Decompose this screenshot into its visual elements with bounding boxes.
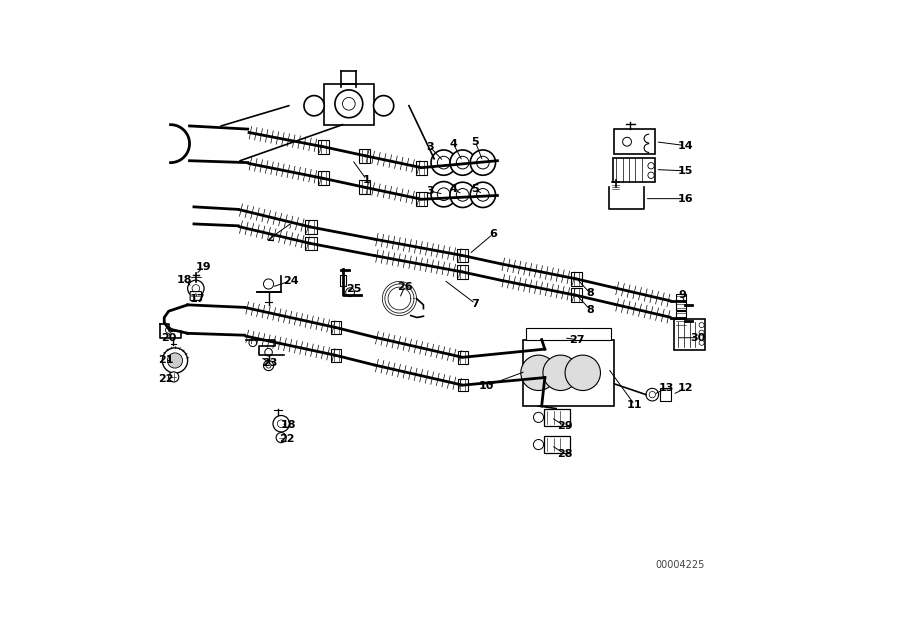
- Bar: [305, 220, 317, 234]
- Circle shape: [168, 372, 179, 382]
- Text: 16: 16: [678, 194, 693, 204]
- Text: 8: 8: [587, 288, 594, 298]
- Bar: [660, 389, 671, 401]
- Text: 00004225: 00004225: [655, 560, 705, 570]
- Text: 8: 8: [587, 305, 594, 315]
- Text: 1: 1: [363, 175, 371, 185]
- Bar: [676, 294, 686, 310]
- Circle shape: [543, 355, 579, 391]
- Circle shape: [264, 361, 274, 371]
- Bar: [457, 379, 468, 391]
- Text: 25: 25: [346, 284, 362, 294]
- Circle shape: [162, 348, 187, 373]
- Text: 22: 22: [158, 374, 173, 384]
- Text: 3: 3: [426, 142, 434, 152]
- Circle shape: [521, 355, 556, 391]
- Bar: [416, 192, 428, 206]
- Bar: [615, 129, 655, 154]
- Text: 4: 4: [449, 138, 457, 149]
- Text: 11: 11: [627, 400, 643, 410]
- Bar: [331, 321, 341, 334]
- Text: 5: 5: [472, 137, 479, 147]
- Circle shape: [534, 439, 544, 450]
- Text: 28: 28: [557, 449, 572, 459]
- Bar: [526, 328, 611, 340]
- Circle shape: [304, 96, 324, 116]
- Bar: [305, 237, 317, 250]
- Text: 21: 21: [158, 356, 173, 366]
- Bar: [457, 248, 468, 262]
- Circle shape: [534, 412, 544, 422]
- Bar: [318, 171, 329, 185]
- Bar: [340, 274, 346, 286]
- Circle shape: [187, 280, 204, 297]
- Circle shape: [335, 90, 363, 117]
- Circle shape: [470, 182, 496, 208]
- Circle shape: [167, 353, 183, 368]
- Bar: [544, 408, 570, 426]
- Text: 27: 27: [569, 335, 584, 345]
- Circle shape: [431, 150, 456, 175]
- Text: 26: 26: [397, 282, 412, 292]
- Text: 30: 30: [690, 333, 706, 343]
- Bar: [613, 157, 655, 182]
- Text: 15: 15: [678, 166, 693, 176]
- Circle shape: [470, 150, 496, 175]
- Bar: [324, 84, 374, 124]
- Bar: [676, 311, 686, 326]
- Text: 5: 5: [472, 184, 479, 194]
- Bar: [571, 288, 582, 302]
- Circle shape: [276, 432, 286, 443]
- Bar: [416, 161, 428, 175]
- Text: 3: 3: [426, 186, 434, 196]
- Text: 18: 18: [281, 420, 296, 430]
- Text: 4: 4: [449, 184, 457, 194]
- Bar: [318, 140, 329, 154]
- Bar: [523, 340, 615, 406]
- Text: 24: 24: [283, 276, 299, 286]
- Text: 10: 10: [479, 381, 494, 391]
- Text: 20: 20: [161, 333, 176, 343]
- Text: 22: 22: [279, 434, 294, 444]
- Text: 14: 14: [678, 140, 693, 150]
- Bar: [544, 436, 570, 453]
- Bar: [674, 319, 705, 351]
- Bar: [331, 349, 341, 362]
- Text: 29: 29: [557, 421, 573, 431]
- Circle shape: [431, 182, 456, 207]
- Bar: [359, 149, 370, 163]
- Text: 18: 18: [176, 274, 193, 284]
- Text: 17: 17: [189, 293, 205, 304]
- Text: 7: 7: [472, 298, 479, 309]
- Bar: [359, 180, 370, 194]
- Text: 13: 13: [659, 384, 674, 393]
- Bar: [457, 265, 468, 279]
- Text: 9: 9: [678, 290, 686, 300]
- Circle shape: [450, 182, 475, 208]
- Circle shape: [450, 150, 475, 175]
- Text: 19: 19: [195, 262, 212, 272]
- Circle shape: [565, 355, 600, 391]
- Bar: [571, 272, 582, 286]
- Circle shape: [646, 389, 659, 401]
- Circle shape: [374, 96, 393, 116]
- FancyBboxPatch shape: [190, 291, 202, 300]
- Text: 6: 6: [489, 229, 497, 239]
- Text: 23: 23: [262, 358, 277, 368]
- Circle shape: [273, 415, 290, 432]
- Text: 12: 12: [678, 384, 693, 393]
- Text: 2: 2: [266, 234, 274, 243]
- Bar: [457, 351, 468, 364]
